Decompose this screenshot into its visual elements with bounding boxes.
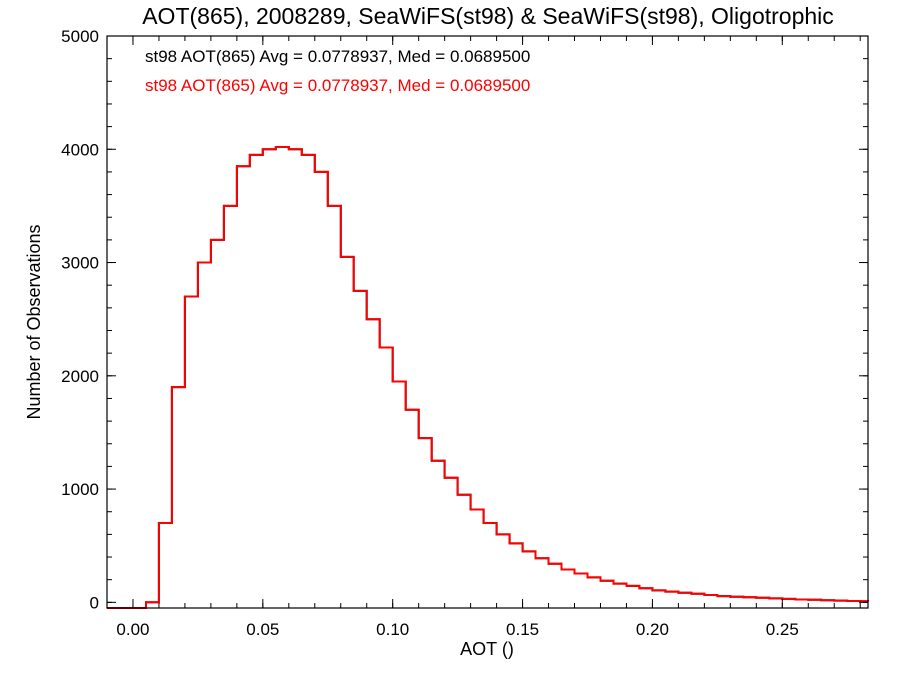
axes-layer: 0.00 0.05 0.10 0.15 0.20 0.25 0 1000 2000 3000 400… (61, 27, 869, 639)
annotation-black: st98 AOT(865) Avg = 0.0778937, Med = 0.0… (145, 47, 530, 66)
x-tick-label: 0.10 (376, 620, 409, 639)
plot-frame (106, 35, 869, 609)
plot-layer (107, 146, 869, 609)
x-tick-label: 0.15 (506, 620, 539, 639)
y-tick-label: 4000 (61, 140, 99, 159)
y-axis-label: Number of Observations (24, 224, 44, 419)
y-tick-label: 2000 (61, 367, 99, 386)
x-tick-label: 0.25 (766, 620, 799, 639)
x-tick-label: 0.05 (246, 620, 279, 639)
y-tick-label: 1000 (61, 480, 99, 499)
chart-title: AOT(865), 2008289, SeaWiFS(st98) & SeaWi… (142, 3, 834, 29)
annotation-red: st98 AOT(865) Avg = 0.0778937, Med = 0.0… (145, 76, 530, 95)
y-tick-label: 3000 (61, 254, 99, 273)
x-tick-label: 0.20 (636, 620, 669, 639)
x-tick-label: 0.00 (116, 620, 149, 639)
x-axis-label: AOT () (460, 639, 514, 659)
y-tick-label: 5000 (61, 27, 99, 46)
y-tick-label: 0 (90, 593, 99, 612)
series-line-2 (107, 146, 869, 609)
